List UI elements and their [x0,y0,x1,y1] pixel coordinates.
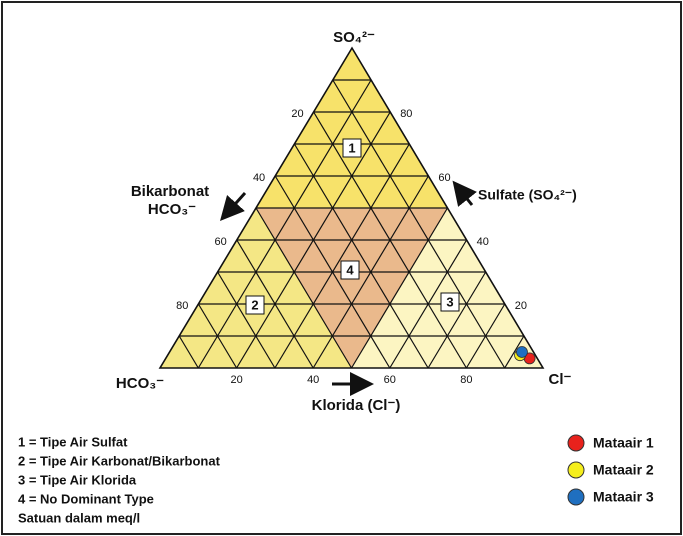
region-label-box [342,138,362,158]
hco3-tick-label: 60 [215,236,227,248]
grid-line [332,79,506,369]
triangle-outline [158,46,545,369]
axis-label: Klorida (Cl⁻) [312,397,401,414]
legend-swatch [567,434,585,452]
grid-line [389,239,468,369]
region-label: 1 [348,140,355,155]
region-label-box [440,292,460,312]
grid-line [197,303,238,369]
region-label-box [245,295,265,315]
so4-tick-label: 60 [438,172,450,184]
grid-line [274,143,410,369]
region-label-box [340,260,360,280]
grid-line [350,207,449,369]
note: 4 = No Dominant Type [18,491,154,506]
region-label: 2 [251,297,258,312]
grid-line [427,271,487,369]
axis-label: Sulfate (SO₄²⁻) [478,187,577,203]
cl-tick-label: 80 [460,374,472,386]
grid-line [504,335,525,369]
axis-label: Bikarbonat [131,183,209,200]
data-point [516,346,528,358]
grid-line [255,207,353,369]
grid-line [465,303,506,369]
grid-line [293,143,429,369]
note: 2 = Tipe Air Karbonat/Bikarbonat [18,453,221,468]
hco3-tick-label: 80 [176,300,188,312]
legend-swatch [567,461,585,479]
vertex-label: Cl⁻ [549,371,572,388]
region [160,208,352,368]
region [351,208,543,368]
so4-tick-label: 40 [477,236,489,248]
grid-line [217,271,276,369]
cl-tick-label: 60 [384,374,396,386]
grid-line [197,79,372,369]
region [256,208,448,368]
vertex-label: HCO₃⁻ [116,375,164,392]
note: Satuan dalam meq/l [18,510,140,525]
arrow [452,180,477,207]
legend-label: Mataair 2 [593,462,654,478]
so4-tick-label: 20 [515,300,527,312]
vertex-label: SO₄²⁻ [333,29,375,46]
legend-label: Mataair 3 [593,489,654,505]
note: 3 = Tipe Air Klorida [18,472,137,487]
axis-label: HCO₃⁻ [148,201,196,218]
hco3-tick-label: 40 [253,172,265,184]
hco3-tick-label: 20 [291,108,303,120]
so4-tick-label: 80 [400,108,412,120]
legend-label: Mataair 1 [593,435,654,451]
region [256,48,448,208]
legend-swatch [567,488,585,506]
arrow [219,191,247,221]
region-label: 3 [446,294,453,309]
region-label: 4 [346,262,354,277]
grid-line [236,239,314,369]
grid-line [178,335,199,369]
note: 1 = Tipe Air Sulfat [18,434,128,449]
cl-tick-label: 40 [307,374,319,386]
cl-tick-label: 20 [230,374,242,386]
